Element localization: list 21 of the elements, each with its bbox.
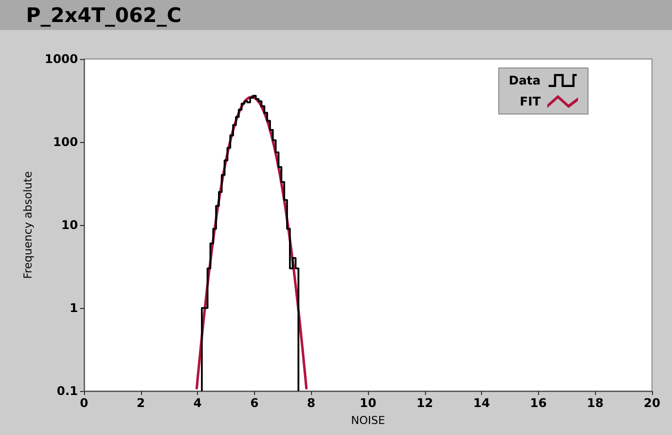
y-axis-title: Frequency absolute	[22, 170, 35, 279]
x-tick-label: 6	[250, 396, 259, 410]
y-tick-label: 10	[61, 218, 78, 232]
x-tick-label: 10	[360, 396, 376, 410]
legend-label: FIT	[520, 94, 542, 108]
y-tick-label: 100	[52, 135, 78, 149]
x-tick-label: 12	[416, 396, 434, 410]
x-tick-label: 20	[644, 396, 660, 410]
y-tick-label: 1	[70, 301, 78, 315]
x-tick-label: 16	[530, 396, 547, 410]
x-axis-title: NOISE	[350, 414, 386, 427]
y-tick-label: 0.1	[56, 384, 78, 398]
legend-label: Data	[508, 74, 541, 88]
x-tick-label: 14	[473, 396, 490, 410]
x-tick-label: 8	[307, 396, 316, 410]
x-tick-label: 18	[586, 396, 604, 410]
x-tick-label: 2	[136, 396, 145, 410]
chart-title: P_2x4T_062_C	[0, 0, 672, 30]
y-tick-label: 1000	[44, 52, 78, 66]
x-tick-label: 4	[193, 396, 202, 410]
x-tick-label: 0	[80, 396, 88, 410]
